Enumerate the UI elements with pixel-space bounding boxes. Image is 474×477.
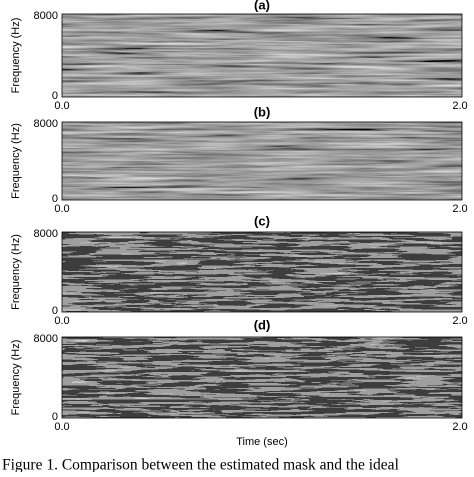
y-axis-label: Frequency (Hz) [10, 18, 22, 94]
plot-frame [61, 231, 463, 313]
x-tick-label: 0.0 [54, 203, 69, 215]
spectrogram [62, 14, 462, 97]
x-tick-label: 2.0 [452, 421, 467, 433]
y-tick-label: 8000 [34, 333, 58, 345]
y-tick-label: 8000 [34, 118, 58, 130]
plot-frame [61, 121, 463, 201]
spectrogram [62, 122, 462, 200]
panel-label: (c) [254, 213, 270, 228]
x-tick-label: 2.0 [452, 315, 467, 327]
y-axis-label: Frequency (Hz) [10, 340, 22, 416]
x-tick-label: 2.0 [452, 203, 467, 215]
panel-label: (a) [254, 0, 270, 12]
x-tick-label: 0.0 [54, 100, 69, 112]
spectrogram [62, 337, 462, 418]
panel-label: (d) [254, 317, 271, 332]
y-tick-label: 8000 [34, 10, 58, 22]
plot-frame [61, 13, 463, 98]
x-tick-label: 0.0 [54, 315, 69, 327]
caption: Figure 1. Comparison between the estimat… [2, 457, 399, 472]
y-tick-label: 0 [52, 305, 58, 317]
y-tick-label: 0 [52, 411, 58, 423]
x-tick-label: 0.0 [54, 421, 69, 433]
y-axis-label: Frequency (Hz) [10, 234, 22, 310]
y-axis-label: Frequency (Hz) [10, 123, 22, 199]
x-axis-label: Time (sec) [236, 436, 288, 448]
panel-label: (b) [254, 104, 271, 119]
spectrogram [62, 232, 462, 312]
x-tick-label: 2.0 [452, 100, 467, 112]
y-tick-label: 0 [52, 90, 58, 102]
plot-frame [61, 336, 463, 419]
y-tick-label: 0 [52, 193, 58, 205]
y-tick-label: 8000 [34, 228, 58, 240]
